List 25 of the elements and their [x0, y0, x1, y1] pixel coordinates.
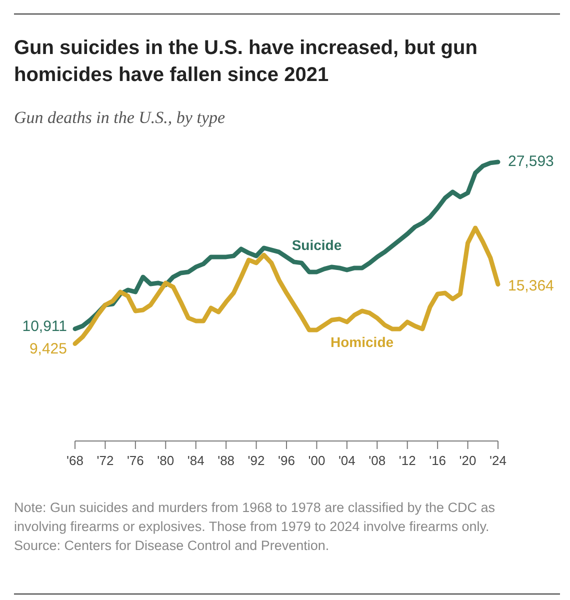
source-note: Source: Centers for Disease Control and Prevention. — [14, 538, 330, 553]
chart-subtitle: Gun deaths in the U.S., by type — [14, 108, 226, 127]
x-tick-label: '84 — [187, 453, 204, 468]
x-tick-label: '88 — [218, 453, 235, 468]
x-tick-label: '68 — [66, 453, 84, 468]
x-tick-label: '12 — [398, 453, 416, 468]
data-label: 15,364 — [508, 277, 554, 294]
x-tick-label: '92 — [248, 453, 265, 468]
data-label: 10,911 — [22, 318, 67, 335]
x-tick-label: '76 — [126, 453, 144, 468]
x-tick-label: '80 — [157, 453, 174, 468]
series-label: Suicide — [292, 236, 342, 253]
x-tick-label: '00 — [308, 453, 326, 468]
text: Note: Gun suicides and murders from 1968 to 1978 are classified by the CDC as involving firearms or explosives. Those from 1979 to 2024 involve firearms only. — [14, 500, 496, 534]
data-label: 9,425 — [29, 340, 67, 358]
x-tick-label: '08 — [368, 453, 386, 468]
x-tick-label: '04 — [338, 453, 356, 468]
x-tick-label: '24 — [490, 453, 506, 468]
x-tick-label: '16 — [429, 453, 446, 468]
series-label: Homicide — [330, 334, 394, 350]
x-tick-label: '96 — [278, 453, 295, 468]
data-label: 27,593 — [508, 152, 554, 170]
x-tick-label: '20 — [459, 453, 476, 468]
chart-title: Gun suicides in the U.S. have increased, but gun homicides have fallen since 2021 — [14, 37, 478, 86]
x-tick-label: '72 — [96, 453, 114, 468]
